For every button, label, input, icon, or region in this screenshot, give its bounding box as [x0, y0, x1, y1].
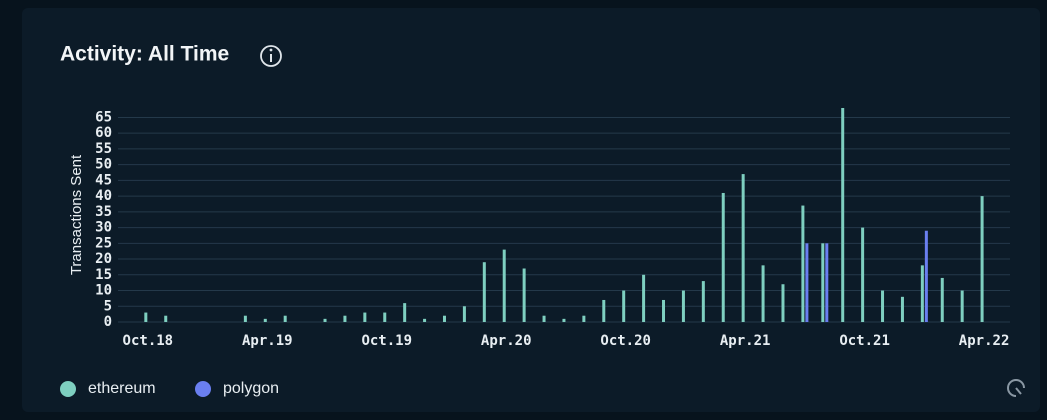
y-tick-label: 30 — [95, 220, 112, 236]
bar — [502, 249, 506, 322]
bar — [363, 312, 367, 322]
bar — [900, 296, 904, 322]
bar — [542, 315, 546, 322]
bar — [482, 262, 486, 322]
bar — [841, 108, 845, 322]
bar — [805, 243, 809, 322]
x-tick-label: Apr.21 — [720, 333, 771, 349]
bar — [881, 290, 885, 322]
y-tick-label: 15 — [95, 267, 112, 283]
bar — [602, 299, 606, 322]
legend-swatch — [195, 381, 211, 397]
x-tick-label: Apr.20 — [481, 333, 532, 349]
y-tick-label: 65 — [95, 109, 112, 125]
bar — [144, 312, 148, 322]
bar — [283, 315, 287, 322]
bar — [960, 290, 964, 322]
bar — [582, 315, 586, 322]
bar — [940, 277, 944, 322]
bar — [761, 265, 765, 322]
x-tick-label: Oct.20 — [600, 333, 651, 349]
bar — [164, 315, 168, 322]
bar — [861, 227, 865, 322]
y-tick-label: 10 — [95, 283, 112, 299]
y-tick-label: 35 — [95, 204, 112, 220]
bar — [423, 318, 427, 322]
bar — [243, 315, 247, 322]
y-tick-label: 5 — [104, 298, 112, 314]
x-tick-label: Apr.22 — [959, 333, 1010, 349]
bar — [263, 318, 267, 322]
chart-title: Activity: All Time — [60, 43, 229, 66]
x-tick-label: Apr.19 — [242, 333, 293, 349]
y-tick-label: 0 — [104, 314, 112, 330]
bar — [741, 174, 745, 322]
legend-label: ethereum — [88, 380, 156, 397]
bar — [403, 303, 407, 322]
bar — [801, 205, 805, 322]
bar — [681, 290, 685, 322]
bar — [622, 290, 626, 322]
y-tick-label: 60 — [95, 125, 112, 141]
card — [22, 8, 1040, 412]
bar — [781, 284, 785, 322]
bar — [924, 230, 928, 322]
y-axis-label: Transactions Sent — [68, 154, 85, 275]
bar — [442, 315, 446, 322]
bar — [980, 196, 984, 322]
bar — [920, 265, 924, 322]
bar — [462, 306, 466, 322]
y-tick-label: 50 — [95, 157, 112, 173]
y-tick-label: 20 — [95, 251, 112, 267]
bar — [562, 318, 566, 322]
bar — [721, 192, 725, 322]
y-tick-label: 45 — [95, 172, 112, 188]
legend-swatch — [60, 381, 76, 397]
x-tick-label: Oct.18 — [123, 333, 174, 349]
bar — [662, 299, 666, 322]
bar — [701, 281, 705, 322]
legend-label: polygon — [223, 380, 279, 397]
bar — [642, 274, 646, 322]
bar — [383, 312, 387, 322]
x-tick-label: Oct.21 — [839, 333, 890, 349]
x-tick-label: Oct.19 — [361, 333, 412, 349]
bar — [522, 268, 526, 322]
bar — [825, 243, 829, 322]
y-tick-label: 25 — [95, 235, 112, 251]
y-tick-label: 40 — [95, 188, 112, 204]
bar — [323, 318, 327, 322]
info-icon[interactable] — [260, 45, 282, 67]
bar — [821, 243, 825, 322]
reload-icon[interactable] — [1007, 379, 1025, 397]
y-tick-label: 55 — [95, 141, 112, 157]
bar — [343, 315, 347, 322]
